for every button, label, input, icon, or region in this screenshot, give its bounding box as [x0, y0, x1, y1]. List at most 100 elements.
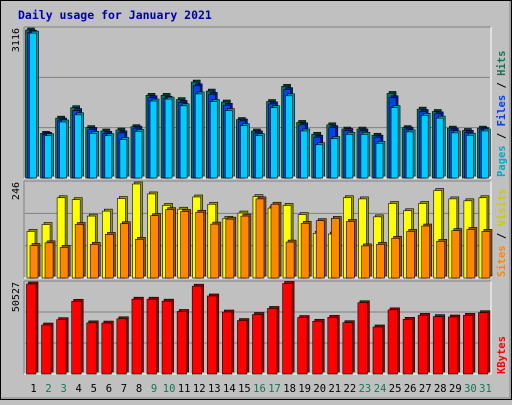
day-label: 9 — [151, 383, 157, 395]
kbytes-bar — [26, 283, 37, 375]
kbytes-bar — [191, 285, 203, 375]
day-label: 6 — [106, 383, 112, 395]
kbytes-bar — [176, 311, 187, 375]
day-label: 29 — [449, 383, 462, 395]
day-label: 8 — [136, 383, 142, 395]
pages-bar — [481, 130, 489, 179]
sites-bar — [135, 239, 144, 279]
kbytes-bar — [297, 317, 308, 375]
visits-max-label: 246 — [11, 182, 22, 200]
day-label: 7 — [121, 383, 127, 395]
kbytes-bar — [101, 322, 112, 375]
sites-bar — [315, 220, 325, 279]
day-label: 22 — [344, 383, 357, 395]
legend-hits: Hits — [496, 51, 508, 76]
kbytes-bar — [41, 324, 52, 375]
kbytes-bar — [312, 320, 323, 375]
day-label: 19 — [298, 383, 311, 395]
legend-sep-3: / — [496, 226, 508, 245]
legend-pages: Pages — [496, 145, 508, 177]
pages-bar — [225, 110, 233, 179]
pages-bar — [285, 95, 293, 179]
day-label: 1 — [30, 383, 36, 395]
sites-bar — [451, 230, 461, 279]
sites-bar — [466, 229, 476, 279]
sites-bar — [300, 223, 310, 279]
kbytes-bar — [252, 314, 263, 375]
day-label: 15 — [238, 383, 251, 395]
kbytes-bar — [116, 318, 127, 375]
pages-bar — [149, 100, 158, 179]
sites-bar — [330, 218, 340, 279]
legend-sep-1: / — [496, 126, 508, 145]
sites-bar — [346, 221, 355, 279]
pages-bar — [89, 133, 98, 179]
sites-bar — [240, 215, 250, 279]
day-label: 26 — [404, 383, 417, 395]
kbytes-bar — [56, 319, 67, 375]
sites-visits-panel — [23, 180, 493, 279]
day-label: 27 — [419, 383, 432, 395]
pages-bar — [315, 144, 324, 179]
day-label: 14 — [223, 383, 236, 395]
kbytes-bar — [478, 312, 489, 375]
day-label: 4 — [76, 383, 82, 395]
sites-bar — [421, 225, 430, 279]
kbytes-bar — [131, 298, 142, 375]
pages-bar — [179, 105, 188, 179]
day-label: 2 — [45, 383, 51, 395]
day-axis-labels: 1 2 3 4 5 6 7 8 9 10 11 12 13 14 15 16 17 18 19 20 21 22 23 24 2… — [30, 383, 491, 395]
legend-visits: Visits — [496, 188, 508, 226]
kbytes-bar — [448, 316, 459, 375]
day-label: 5 — [91, 383, 97, 395]
sites-bar — [436, 241, 446, 279]
day-label: 24 — [374, 383, 387, 395]
day-label: 3 — [60, 383, 66, 395]
day-label: 23 — [359, 383, 372, 395]
sites-bar — [195, 211, 205, 279]
pages-bar — [209, 101, 218, 179]
kbytes-bar — [161, 300, 172, 375]
legend-sites: Sites — [496, 245, 508, 277]
kbytes-bar — [146, 298, 157, 375]
hits-files-pages-panel — [23, 26, 492, 179]
sites-bar — [270, 203, 280, 279]
kbytes-bar — [206, 295, 218, 375]
day-label: 12 — [193, 383, 206, 395]
pages-bar — [74, 114, 82, 179]
kbytes-bar — [372, 326, 383, 375]
pages-bar — [345, 134, 354, 179]
pages-bar — [194, 93, 203, 179]
kbytes-bar — [86, 322, 97, 375]
sites-bar — [150, 215, 159, 279]
pages-bar — [119, 139, 128, 179]
kbytes-max-label: 50527 — [11, 282, 22, 312]
sites-bar — [105, 234, 114, 279]
sites-bar — [180, 211, 189, 279]
kbytes-bar — [417, 315, 428, 375]
visits-panel-legend: Sites / Visits — [496, 188, 508, 277]
legend-kbytes: KBytes — [496, 336, 508, 374]
day-label: 25 — [389, 383, 402, 395]
sites-bar — [225, 218, 235, 279]
day-label: 20 — [313, 383, 326, 395]
pages-bar — [466, 134, 474, 179]
day-label: 28 — [434, 383, 447, 395]
pages-bar — [390, 107, 399, 179]
hits-max-label: 3116 — [11, 28, 22, 52]
pages-bar — [300, 130, 308, 179]
kbytes-bar — [71, 301, 82, 375]
sites-bar — [376, 244, 385, 279]
kbytes-bar — [432, 316, 444, 375]
kbytes-bar — [327, 317, 338, 375]
sites-bar — [285, 241, 295, 279]
sites-bar — [74, 224, 84, 279]
pages-bar — [104, 135, 113, 179]
sites-bar — [89, 244, 99, 279]
kbytes-panel-legend: KBytes — [496, 336, 508, 374]
sites-bar — [165, 209, 174, 279]
sites-bar — [210, 223, 220, 279]
kbytes-bar — [267, 308, 278, 375]
chart-title: Daily usage for January 2021 — [18, 8, 212, 22]
kbytes-bar — [282, 283, 293, 375]
